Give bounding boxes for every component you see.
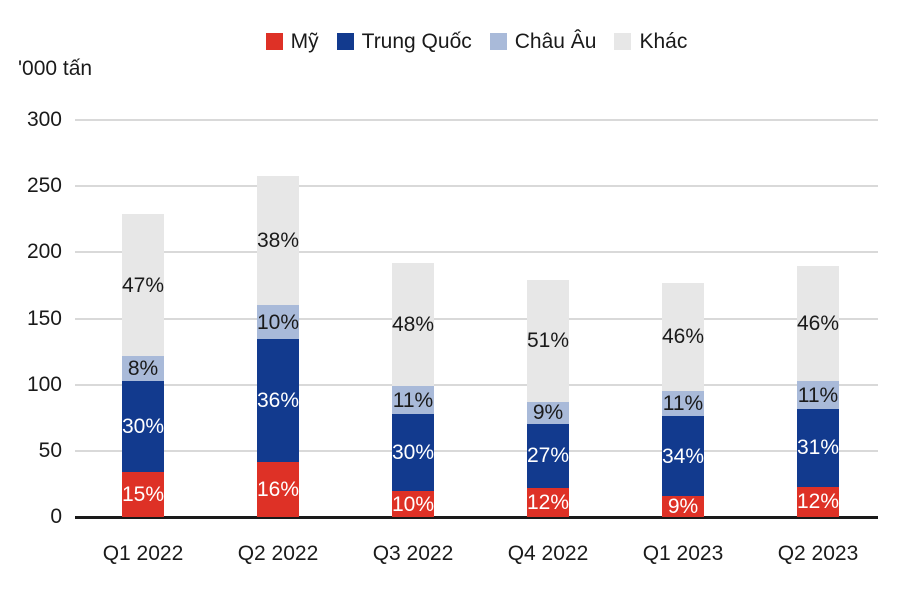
bar-segment-label: 34% [661,444,705,468]
bar-segment-label: 16% [256,478,300,502]
bar-segment: 9% [527,402,569,424]
bar-segment-label: 46% [661,325,705,349]
bar-segment-label: 9% [532,401,564,425]
bar-segment: 11% [662,390,704,417]
gridline [75,317,878,320]
bar-segment-label: 12% [526,491,570,515]
x-axis-tick-label: Q2 2023 [777,542,859,565]
bar-segment-label: 51% [526,329,570,353]
y-axis-tick-label: 300 [26,108,62,131]
y-axis-tick-label: 50 [38,438,62,462]
bar-segment-label: 38% [256,228,300,252]
bar-segment-label: 10% [391,492,435,516]
bar-segment: 10% [392,491,434,517]
bar-segment: 38% [256,175,300,306]
bar-segment-label: 47% [121,273,165,297]
x-axis-tick-label: Q1 2023 [642,542,724,565]
gridline [75,185,878,188]
y-axis-tick-label: 0 [50,505,62,528]
y-axis-unit-label: '000 tấn [18,57,93,80]
bar-segment: 46% [661,282,705,391]
bar-segment: 10% [256,305,300,340]
bar-segment-label: 9% [667,494,699,518]
bar-segment-label: 27% [526,444,570,468]
gridline [75,251,878,254]
bar-segment-label: 11% [797,383,839,407]
legend-item: Mỹ [265,29,319,53]
legend-label: Châu Âu [514,29,597,53]
bar-segment: 16% [257,462,299,517]
bar-segment: 9% [662,494,704,518]
y-axis-tick-label: 100 [26,372,62,396]
legend-item: Trung Quốc [336,29,472,53]
legend-swatch-icon [265,32,283,50]
bar-segment-label: 36% [256,389,300,413]
bar-segment: 34% [662,416,704,496]
bar-segment-label: 11% [662,391,704,415]
bar-segment: 31% [796,408,840,487]
bar-segment-label: 8% [127,356,159,380]
x-axis-tick-label: Q4 2022 [507,542,589,565]
bar-segment: 12% [796,486,840,517]
gridline [75,119,878,121]
bar-segment: 47% [121,213,165,357]
gridline [75,449,878,452]
bar-segment: 11% [392,386,434,415]
chart-legend: Mỹ Trung Quốc Châu Âu Khác [75,28,878,54]
legend-swatch-icon [489,32,507,50]
bar-segment: 46% [796,265,840,382]
x-axis-line [75,516,878,519]
bar-segment: 36% [256,339,300,463]
bar-segment: 8% [122,356,164,381]
x-axis-tick-label: Q1 2022 [102,542,184,565]
bar-segment: 48% [391,262,435,387]
legend-label: Khác [639,29,688,53]
bar-segment-label: 31% [796,436,840,460]
legend-swatch-icon [336,32,354,50]
bar-segment-label: 10% [256,310,300,334]
bar-segment: 30% [121,380,165,472]
bar-segment: 12% [527,488,569,517]
legend-swatch-icon [614,32,632,50]
bar-segment-label: 30% [391,441,435,465]
y-axis-tick-label: 200 [26,240,62,264]
legend-item: Châu Âu [489,29,597,53]
bar-segment-label: 30% [121,414,165,438]
bar-segment-label: 48% [391,312,435,336]
bar-segment-label: 46% [796,311,840,335]
y-axis-tick-label: 150 [26,306,62,330]
legend-item: Khác [614,31,687,52]
bar-segment: 30% [391,414,435,492]
legend-label: Mỹ [290,29,319,53]
bar-segment: 51% [526,279,570,403]
bar-segment-label: 12% [796,490,840,514]
legend-label: Trung Quốc [361,29,472,53]
x-axis-tick-label: Q2 2022 [237,542,319,565]
bar-segment: 27% [526,423,570,489]
bar-segment: 15% [121,471,165,517]
y-axis-tick-label: 250 [26,174,62,198]
x-axis-tick-label: Q3 2022 [372,542,454,565]
bar-segment-label: 11% [392,388,434,412]
bar-segment-label: 15% [121,482,165,506]
bar-segment: 11% [797,381,839,409]
gridline [75,383,878,386]
